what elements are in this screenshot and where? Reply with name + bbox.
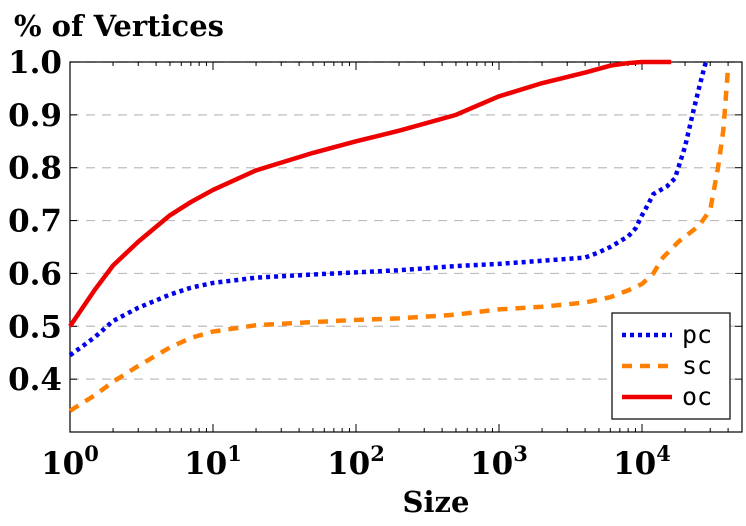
x-tick-exponent: 2: [370, 441, 385, 466]
series-line-oc: [68, 59, 672, 328]
x-tick-base: 10: [41, 446, 84, 482]
x-tick-exponent: 1: [227, 441, 242, 466]
legend-label-sc: sc: [682, 351, 712, 380]
x-tick-base: 10: [327, 446, 370, 482]
y-axis-title: % of Vertices: [14, 9, 224, 43]
series-line-sc: [68, 67, 731, 413]
series-line-pc: [68, 61, 709, 358]
x-tick-label: 104: [613, 441, 671, 482]
y-tick-label: 0.5: [8, 309, 62, 345]
x-tick-exponent: 4: [656, 441, 671, 466]
x-tick-base: 10: [184, 446, 227, 482]
y-tick-label: 1.0: [8, 45, 62, 81]
x-tick-label: 100: [41, 441, 99, 482]
plot-frame: [69, 61, 743, 433]
y-tick-label: 0.7: [8, 204, 62, 240]
legend-label-oc: oc: [682, 382, 712, 411]
legend-label-pc: pc: [682, 320, 712, 349]
x-tick-base: 10: [470, 446, 513, 482]
x-tick-label: 101: [184, 441, 242, 482]
y-tick-label: 0.9: [8, 98, 62, 134]
x-tick-label: 103: [470, 441, 528, 482]
x-tick-base: 10: [613, 446, 656, 482]
x-axis-title: Size: [403, 485, 470, 519]
y-tick-label: 0.4: [8, 362, 62, 398]
x-tick-exponent: 3: [513, 441, 528, 466]
x-tick-label: 102: [327, 441, 385, 482]
x-tick-exponent: 0: [84, 441, 99, 466]
y-tick-label: 0.8: [8, 151, 62, 187]
axes-layer: [69, 61, 743, 433]
labels-layer: % of Vertices Size 0.4 0.5 0.6 0.7 0.8 0.9 1.0…: [8, 9, 671, 519]
series-layer: [68, 59, 731, 413]
y-tick-label: 0.6: [8, 256, 62, 292]
